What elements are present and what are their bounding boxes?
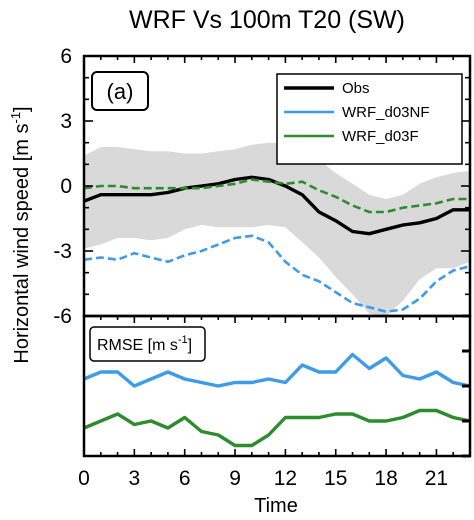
rmse-label: RMSE [m s-1] xyxy=(97,334,192,354)
x-tick-label: 15 xyxy=(324,467,347,490)
y-axis-label-tail: ] xyxy=(11,106,33,112)
rmse-label-box xyxy=(89,326,206,362)
axis-ticks xyxy=(83,55,471,458)
legend: Obs WRF_d03NF WRF_d03F xyxy=(276,73,463,165)
main-plot-area xyxy=(84,142,470,316)
rmse-line-1 xyxy=(84,352,470,388)
ensemble-range-band xyxy=(84,142,470,316)
y-axis-label-main: Horizontal wind speed [m s xyxy=(11,124,33,364)
series-line-wrf-d03nf xyxy=(84,234,470,314)
legend-label-wrf-d03nf: WRF_d03NF xyxy=(342,104,430,121)
y-tick-labels: 6 3 0 -3 -6 xyxy=(53,45,72,328)
y-tick-label: -6 xyxy=(53,305,72,328)
x-tick-label: 0 xyxy=(78,467,90,490)
x-axis-label: Time xyxy=(254,495,298,517)
rmse-plot-area xyxy=(84,352,470,448)
x-tick-label: 18 xyxy=(374,467,397,490)
series-line-wrf-d03f xyxy=(84,178,470,214)
y-tick-label: 3 xyxy=(60,110,72,133)
rmse-line-2 xyxy=(84,408,470,448)
series-lines xyxy=(84,175,470,314)
x-tick-label: 3 xyxy=(129,467,141,490)
panel-label-box xyxy=(91,71,149,111)
x-tick-label: 9 xyxy=(229,467,241,490)
y-axis-label: Horizontal wind speed [m s-1] xyxy=(8,106,33,363)
x-tick-label: 6 xyxy=(179,467,191,490)
rmse-label-main: RMSE [m s xyxy=(97,337,178,354)
x-tick-label: 21 xyxy=(425,467,448,490)
legend-label-obs: Obs xyxy=(342,80,370,97)
x-tick-labels: 0 3 6 9 12 15 18 21 xyxy=(78,467,448,490)
x-tick-label: 12 xyxy=(274,467,297,490)
y-tick-label: -3 xyxy=(53,240,72,263)
rmse-label-sup: -1 xyxy=(178,334,188,346)
y-axis-label-sup: -1 xyxy=(8,112,23,124)
y-tick-label: 0 xyxy=(60,175,72,198)
panel-label: (a) xyxy=(107,79,134,104)
chart-title: WRF Vs 100m T20 (SW) xyxy=(129,6,405,34)
y-tick-label: 6 xyxy=(60,45,72,68)
rmse-lines xyxy=(84,352,470,448)
legend-label-wrf-d03f: WRF_d03F xyxy=(342,128,419,145)
rmse-label-tail: ] xyxy=(188,337,192,354)
